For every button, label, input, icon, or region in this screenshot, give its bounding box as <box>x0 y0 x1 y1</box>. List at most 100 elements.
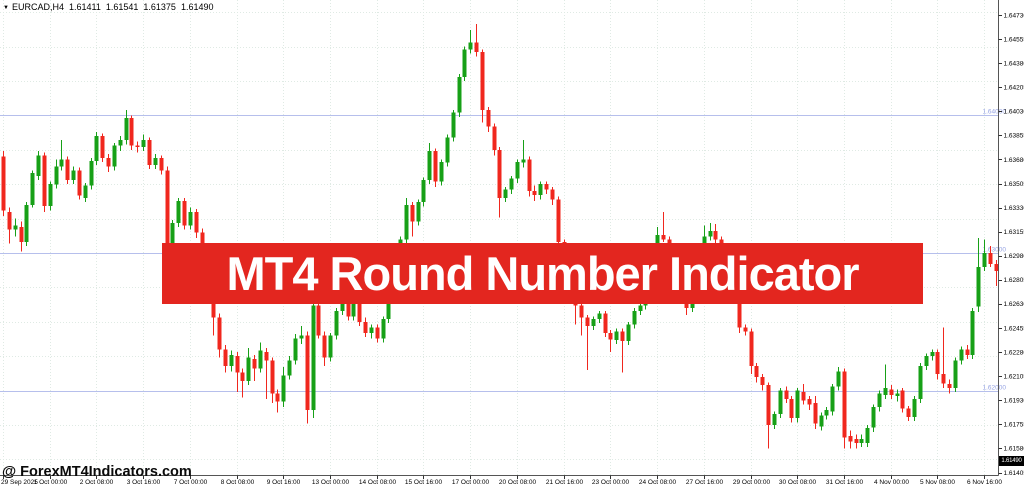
time-tick-label: 20 Oct 08:00 <box>499 479 537 486</box>
candle <box>410 202 415 237</box>
candle <box>953 357 958 392</box>
candle <box>433 148 438 187</box>
candle <box>281 367 286 408</box>
candle <box>112 143 117 171</box>
promo-banner: MT4 Round Number Indicator <box>162 243 923 304</box>
promo-banner-text: MT4 Round Number Indicator <box>226 247 860 300</box>
candle <box>246 348 251 386</box>
price-tick-label: 1.64030 <box>1004 109 1024 116</box>
time-tick-label: 6 Nov 16:00 <box>967 479 1002 486</box>
symbol-dropdown-icon[interactable]: ▼ <box>3 5 9 11</box>
candle <box>538 181 543 200</box>
close-value: 1.61490 <box>180 2 214 12</box>
candlestick-series <box>1 23 999 449</box>
candle <box>65 156 70 185</box>
time-tick-label: 2 Oct 08:00 <box>80 479 114 486</box>
symbol-label: EURCAD,H4 <box>11 2 64 12</box>
price-tick-label: 1.61580 <box>1004 446 1024 453</box>
time-tick-label: 5 Nov 08:00 <box>920 479 955 486</box>
candle <box>299 326 304 344</box>
candle <box>71 166 76 185</box>
time-axis[interactable] <box>0 476 1024 490</box>
price-tick-label: 1.62630 <box>1004 301 1024 308</box>
candle <box>381 316 386 343</box>
candle <box>77 167 82 200</box>
candle <box>638 302 643 315</box>
candle <box>947 379 952 394</box>
time-tick-label: 8 Oct 08:00 <box>221 479 255 486</box>
candle <box>521 140 526 168</box>
candle <box>188 207 193 230</box>
candle <box>492 123 497 156</box>
candle <box>865 425 870 447</box>
candle <box>124 109 129 145</box>
candle <box>854 434 859 449</box>
candle <box>789 396 794 423</box>
candle <box>795 387 800 423</box>
price-axis[interactable] <box>999 0 1024 476</box>
time-tick-label: 23 Oct 00:00 <box>592 479 630 486</box>
candle <box>603 310 608 337</box>
candle <box>889 385 894 399</box>
time-tick-label: 24 Oct 08:00 <box>639 479 677 486</box>
candle <box>416 199 421 226</box>
candle <box>766 382 771 449</box>
price-tick-label: 1.63855 <box>1004 133 1024 140</box>
candle <box>316 301 321 339</box>
candle <box>585 315 590 370</box>
time-tick-label: 29 Sep 2025 <box>1 479 38 486</box>
candle <box>754 363 759 383</box>
candle <box>801 383 806 405</box>
price-tick-label: 1.62980 <box>1004 253 1024 260</box>
candle <box>252 354 257 381</box>
candle <box>982 239 987 271</box>
candle <box>743 324 748 336</box>
candle <box>497 147 502 218</box>
candle <box>970 308 975 359</box>
candle <box>451 109 456 142</box>
candle <box>270 357 275 403</box>
low-value: 1.61375 <box>143 2 176 12</box>
candle <box>48 181 53 211</box>
time-tick-label: 14 Oct 08:00 <box>359 479 397 486</box>
candle <box>106 154 111 172</box>
candle <box>217 313 222 358</box>
candle <box>404 198 409 249</box>
round-number-label: 1.63000 <box>983 247 1007 254</box>
price-tick-label: 1.64380 <box>1004 61 1024 68</box>
candle <box>819 412 824 431</box>
candle <box>457 74 462 117</box>
candle <box>895 389 900 402</box>
time-tick-label: 9 Oct 16:00 <box>267 479 301 486</box>
current-price-badge: 1.61490 <box>999 456 1024 466</box>
candle <box>924 353 929 370</box>
candle <box>229 350 234 372</box>
candle <box>118 136 123 152</box>
candle <box>153 154 158 170</box>
candle <box>182 198 187 230</box>
time-tick-label: 15 Oct 16:00 <box>405 479 443 486</box>
candle <box>824 407 829 420</box>
time-tick-label: 1 Oct 00:00 <box>34 479 68 486</box>
time-tick-label: 29 Oct 00:00 <box>733 479 771 486</box>
candle <box>772 411 777 430</box>
candle <box>363 317 368 337</box>
candle <box>194 209 199 238</box>
candle <box>918 363 923 403</box>
candle <box>445 134 450 167</box>
candle <box>503 187 508 203</box>
candle <box>54 159 59 189</box>
candle <box>468 30 473 54</box>
candle <box>749 328 754 375</box>
time-tick-label: 30 Oct 08:00 <box>779 479 817 486</box>
candle <box>59 140 64 171</box>
candle <box>912 396 917 421</box>
price-tick-label: 1.62280 <box>1004 349 1024 356</box>
time-tick-label: 27 Oct 16:00 <box>686 479 724 486</box>
candle <box>334 308 339 340</box>
candle <box>357 299 362 326</box>
candle <box>305 331 310 424</box>
open-value: 1.61411 <box>68 2 101 12</box>
candle <box>159 155 164 175</box>
